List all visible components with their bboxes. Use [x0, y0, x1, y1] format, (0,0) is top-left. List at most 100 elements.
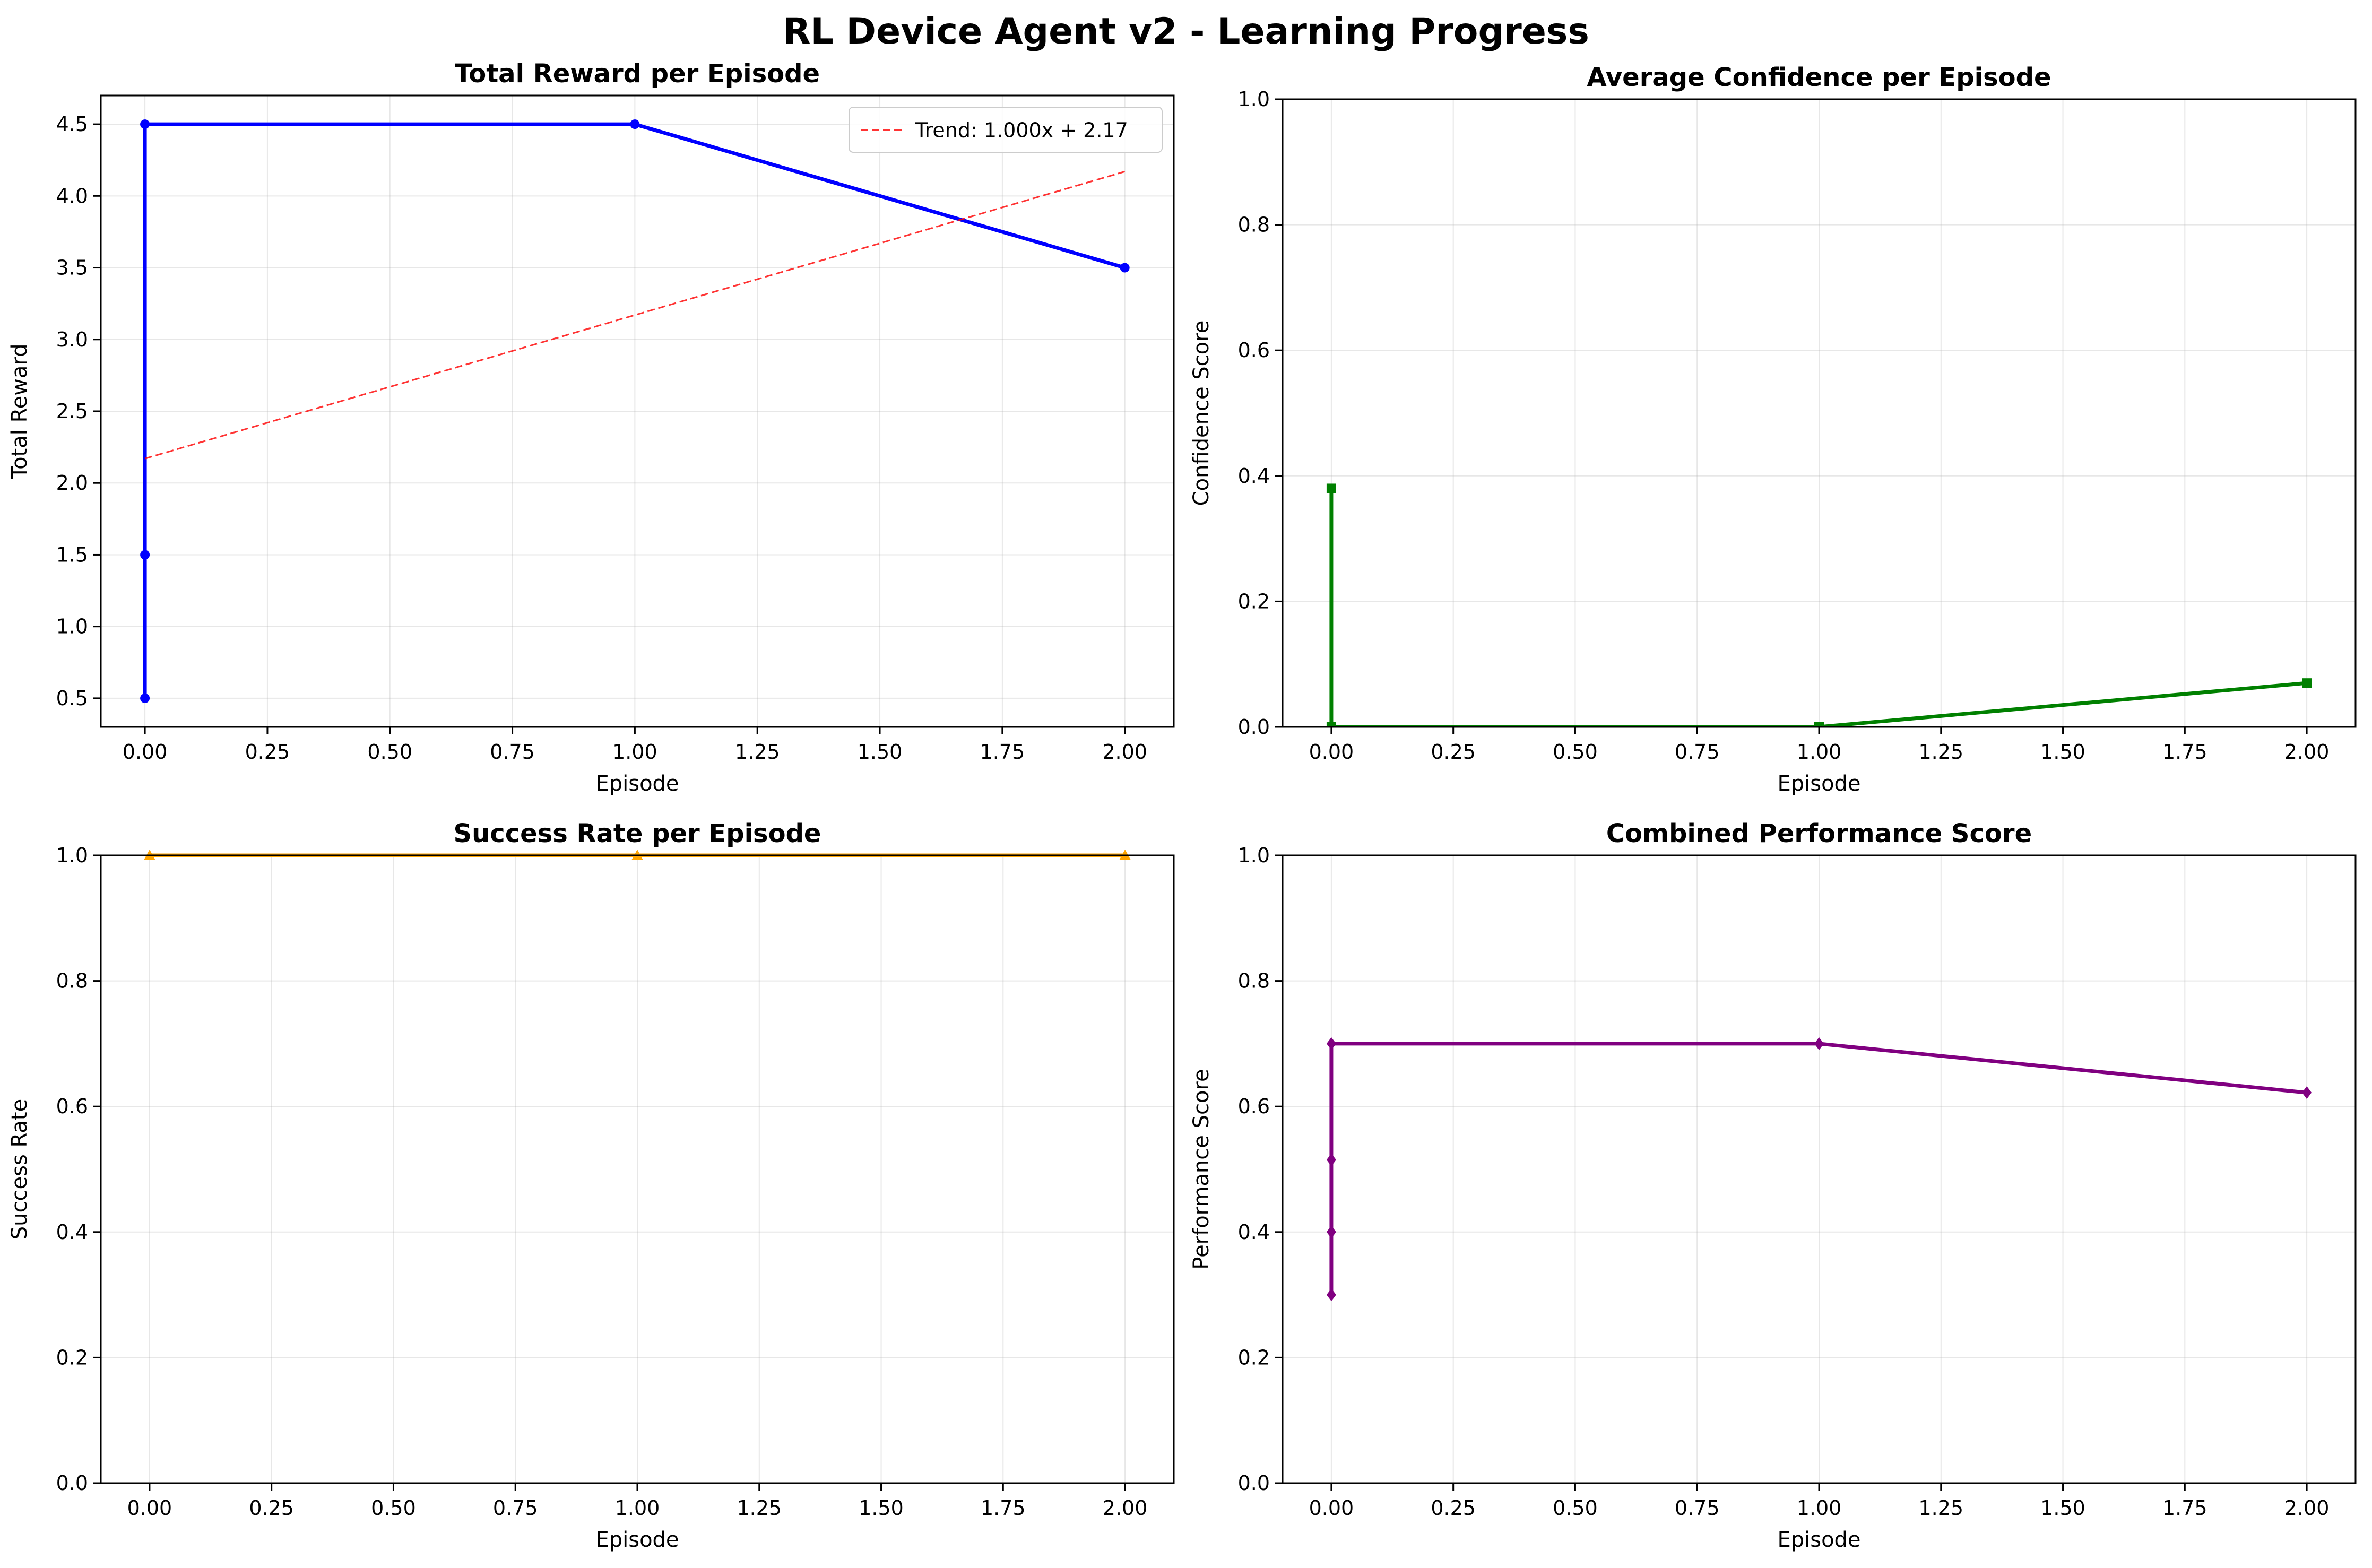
x-tick-label: 2.00 [2284, 1496, 2330, 1520]
data-point [2302, 1086, 2312, 1099]
x-tick-label: 1.00 [612, 740, 657, 764]
y-tick-label: 0.6 [56, 1095, 88, 1118]
data-point [1326, 1225, 1336, 1238]
y-tick-label: 0.0 [1238, 1471, 1270, 1495]
y-tick-label: 0.0 [56, 1471, 88, 1495]
y-tick-label: 1.0 [1238, 844, 1270, 867]
x-tick-label: 2.00 [1102, 740, 1147, 764]
x-tick-label: 1.25 [1918, 740, 1963, 764]
x-tick-label: 0.50 [1553, 740, 1598, 764]
y-tick-label: 0.4 [1238, 464, 1270, 488]
x-tick-label: 0.25 [1431, 740, 1476, 764]
data-point [1326, 1288, 1336, 1302]
y-tick-label: 0.4 [1238, 1220, 1270, 1244]
axes-frame [100, 854, 1175, 1484]
x-tick-label: 2.00 [1103, 1496, 1148, 1520]
y-axis-label: Performance Score [1189, 1069, 1214, 1269]
y-tick-label: 2.5 [56, 400, 88, 423]
plot-area [1326, 1037, 2312, 1302]
data-point [1814, 1037, 1824, 1050]
x-axis-label: Episode [1777, 1528, 1860, 1552]
y-tick-label: 0.2 [1238, 590, 1270, 613]
legend-box [849, 107, 1163, 153]
y-axis-label: Total Reward [7, 343, 32, 479]
x-tick-label: 1.00 [615, 1496, 660, 1520]
data-point [1326, 722, 1336, 727]
axes-frame [100, 94, 1175, 728]
subplot-title: Total Reward per Episode [455, 59, 820, 89]
x-tick-label: 0.50 [371, 1496, 416, 1520]
y-tick-label: 3.0 [56, 328, 88, 351]
y-tick-label: 0.4 [56, 1220, 88, 1244]
y-axis-label: Success Rate [7, 1099, 32, 1240]
x-tick-label: 1.75 [981, 1496, 1026, 1520]
y-tick-label: 0.2 [56, 1346, 88, 1369]
axes-frame [1282, 98, 2357, 728]
x-tick-label: 1.75 [2162, 1496, 2207, 1520]
subplot-title: Success Rate per Episode [454, 819, 821, 848]
x-tick-label: 1.50 [2040, 1496, 2085, 1520]
x-tick-label: 0.75 [493, 1496, 538, 1520]
y-tick-label: 1.0 [1238, 88, 1270, 111]
data-point [140, 550, 150, 560]
x-axis-label: Episode [595, 1528, 679, 1552]
x-tick-label: 0.75 [1675, 1496, 1720, 1520]
y-tick-label: 4.5 [56, 112, 88, 136]
x-tick-label: 1.00 [1797, 1496, 1842, 1520]
y-tick-label: 2.0 [56, 471, 88, 495]
data-point [630, 119, 640, 129]
x-tick-label: 1.25 [735, 740, 780, 764]
x-tick-label: 1.50 [859, 1496, 904, 1520]
y-tick-label: 0.6 [1238, 1095, 1270, 1118]
x-tick-label: 0.50 [1553, 1496, 1598, 1520]
series-line [1329, 488, 2307, 727]
y-tick-label: 0.0 [1238, 715, 1270, 739]
data-point [140, 119, 150, 129]
x-tick-label: 0.00 [123, 740, 168, 764]
panel-success-rate: 0.00 0.25 0.50 0.75 1.00 1.25 1.50 1.75 2.00 0.0 0… [7, 819, 1175, 1552]
x-tick-label: 2.00 [2284, 740, 2330, 764]
x-tick-label: 1.75 [2162, 740, 2207, 764]
x-tick-label: 0.25 [249, 1496, 294, 1520]
plot-area [1326, 483, 2312, 727]
legend-label: Trend: 1.000x + 2.17 [915, 119, 1128, 142]
figure-title: RL Device Agent v2 - Learning Progress [783, 11, 1589, 53]
x-tick-label: 0.25 [245, 740, 290, 764]
plot-area [140, 119, 1130, 703]
x-tick-label: 1.50 [2040, 740, 2085, 764]
x-tick-label: 1.50 [858, 740, 903, 764]
x-axis-label: Episode [1777, 772, 1860, 796]
y-tick-label: 0.8 [56, 969, 88, 993]
y-tick-label: 0.8 [1238, 213, 1270, 237]
axes-frame [1282, 854, 2357, 1484]
subplot-title: Combined Performance Score [1606, 819, 2032, 848]
y-axis-label: Confidence Score [1189, 320, 1214, 506]
series-line [144, 170, 1126, 460]
x-tick-label: 0.75 [1675, 740, 1720, 764]
x-tick-label: 0.00 [1309, 740, 1354, 764]
y-tick-label: 0.5 [56, 687, 88, 710]
x-tick-label: 0.50 [367, 740, 412, 764]
x-axis-label: Episode [595, 772, 679, 796]
y-tick-label: 4.0 [56, 184, 88, 207]
data-point [2302, 678, 2312, 688]
series-line [1329, 1042, 2307, 1295]
x-tick-label: 0.00 [127, 1496, 172, 1520]
subplot-title: Average Confidence per Episode [1587, 63, 2051, 92]
data-point [140, 693, 150, 703]
x-tick-label: 1.00 [1797, 740, 1842, 764]
data-point [1326, 1037, 1336, 1050]
legend: Trend: 1.000x + 2.17 [849, 107, 1163, 153]
x-tick-label: 1.25 [737, 1496, 782, 1520]
x-tick-label: 1.75 [980, 740, 1025, 764]
data-point [1326, 1153, 1336, 1166]
data-point [1814, 722, 1824, 727]
x-tick-label: 1.25 [1918, 1496, 1963, 1520]
y-tick-label: 3.5 [56, 256, 88, 280]
x-tick-label: 0.75 [490, 740, 535, 764]
panel-combined-performance: 0.00 0.25 0.50 0.75 1.00 1.25 1.50 1.75 2.00 0.0 0… [1189, 819, 2357, 1552]
y-tick-label: 1.0 [56, 844, 88, 867]
y-tick-label: 0.2 [1238, 1346, 1270, 1369]
y-tick-label: 0.8 [1238, 969, 1270, 993]
